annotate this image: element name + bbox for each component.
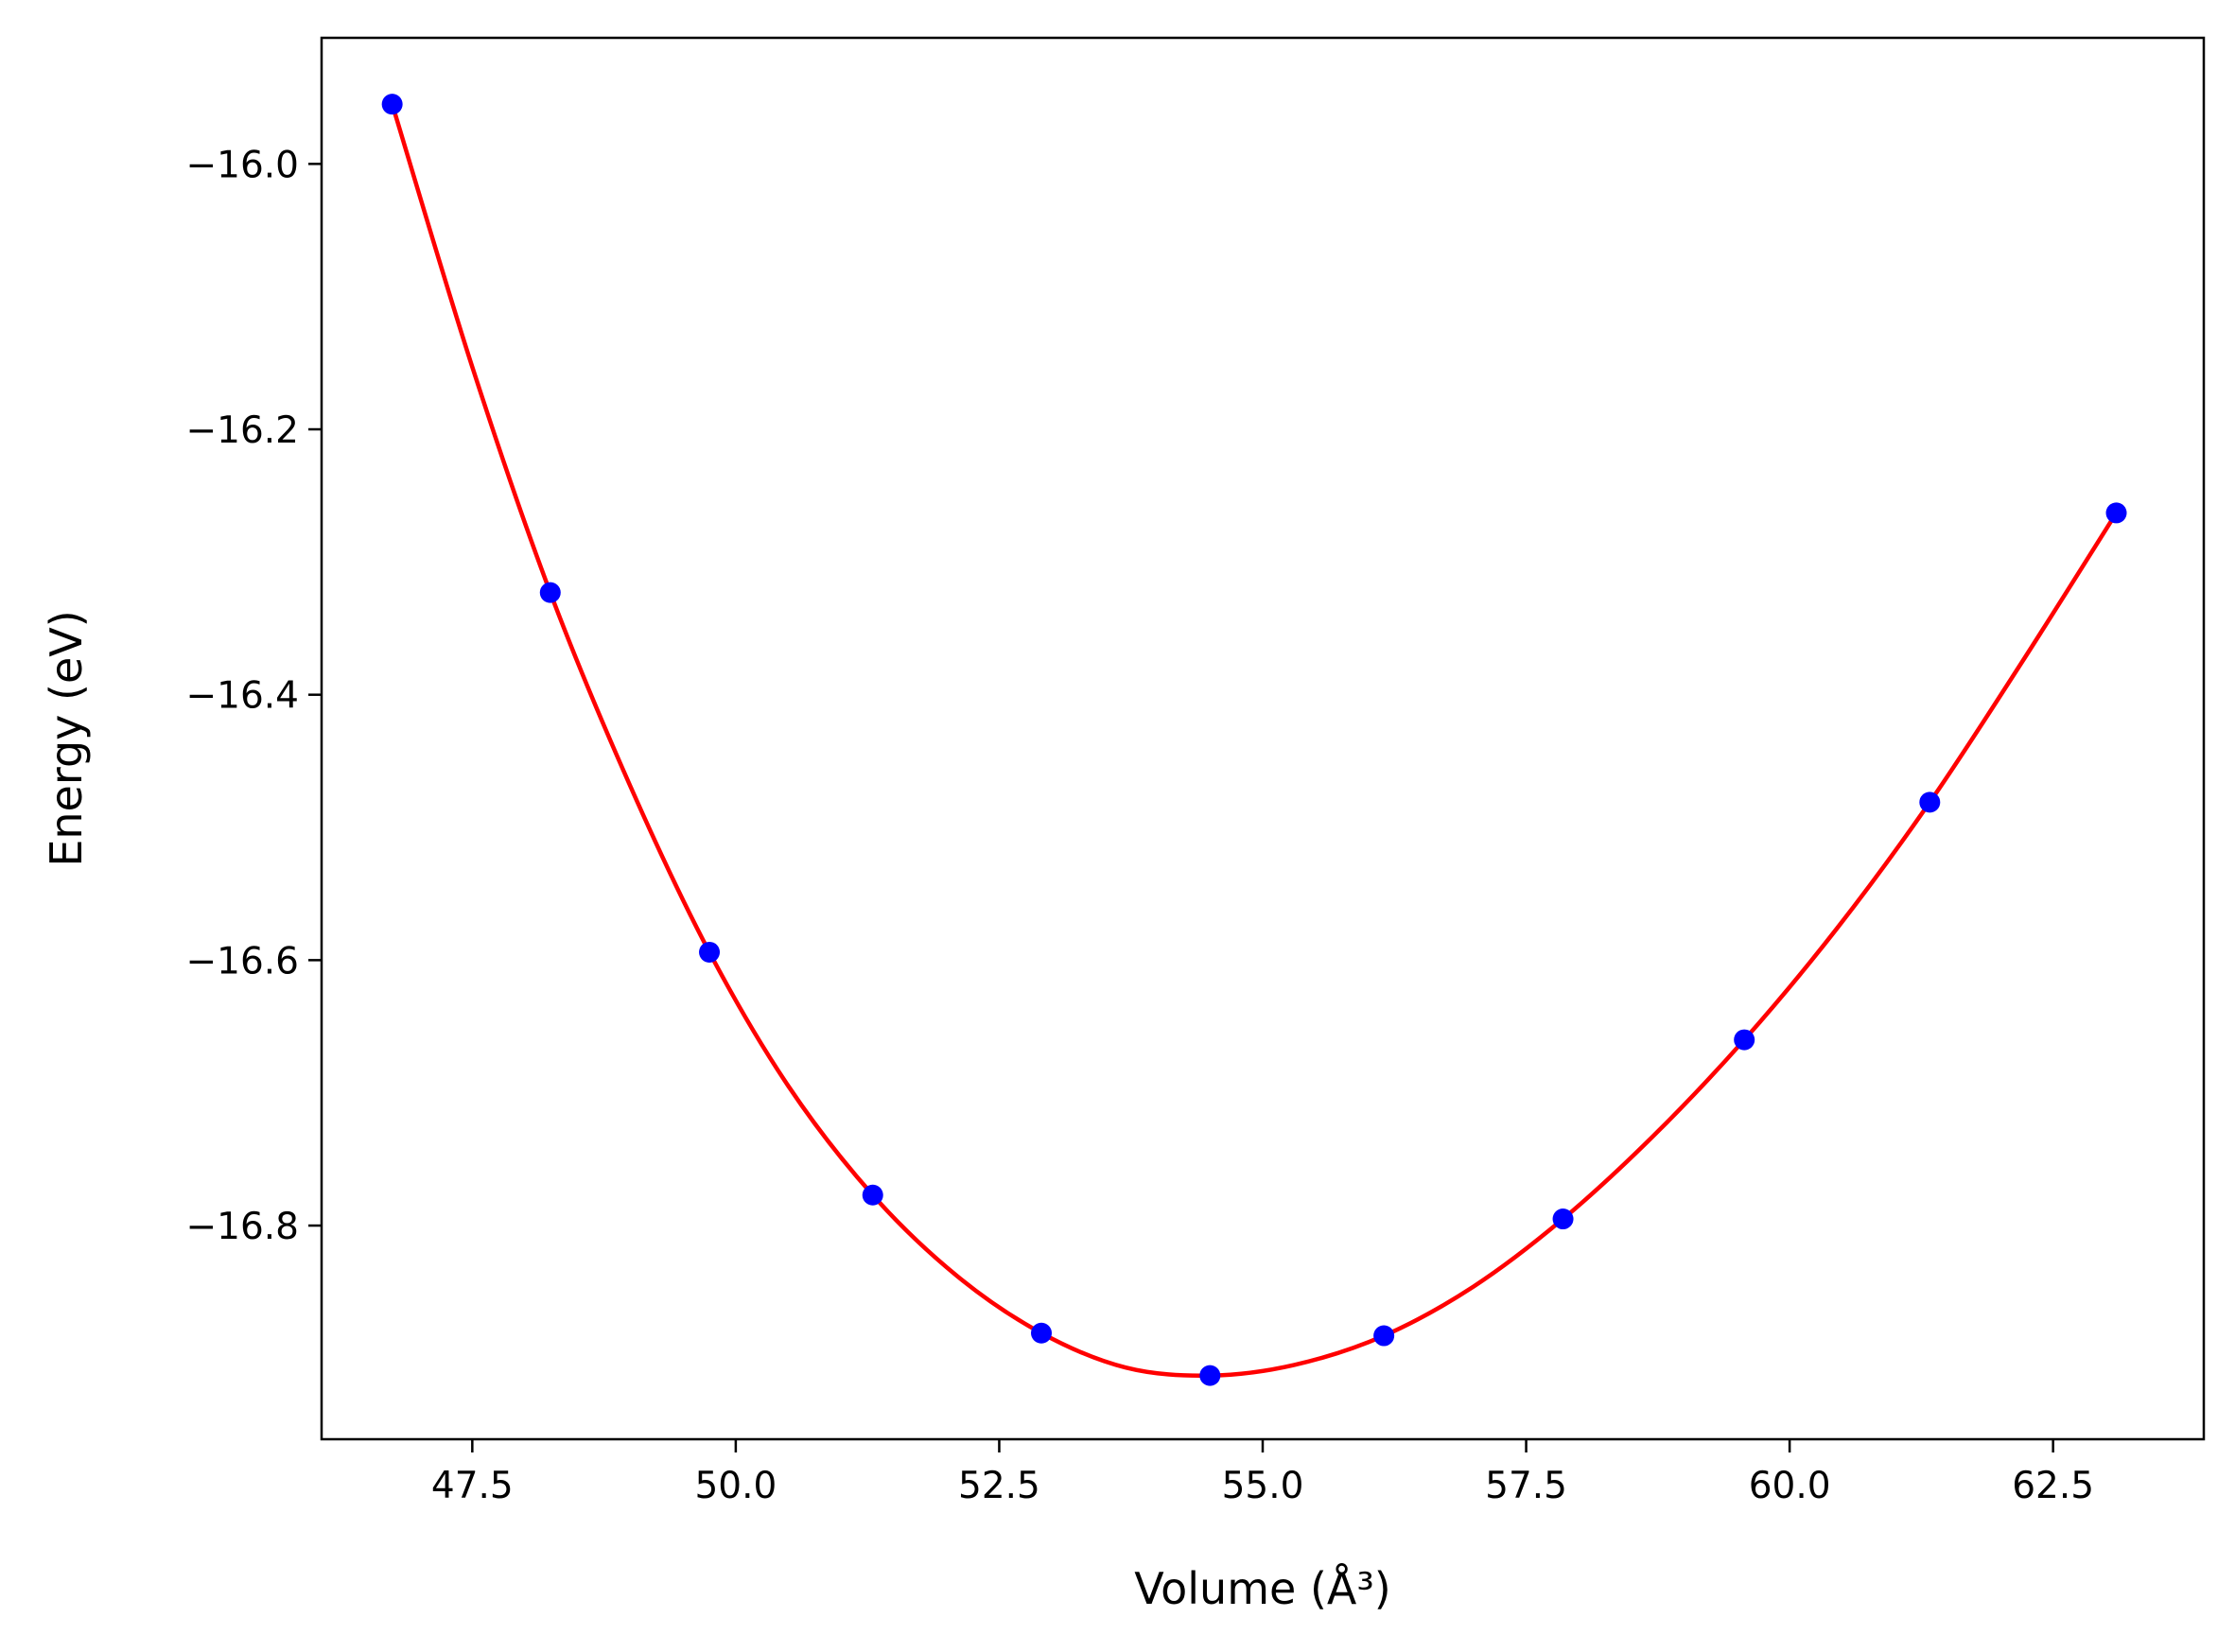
y-tick-label: −16.4 <box>185 675 299 718</box>
data-point <box>539 582 561 603</box>
data-points-layer <box>381 94 2127 1386</box>
data-point <box>1734 1029 1755 1051</box>
x-tick-label: 60.0 <box>1749 1465 1831 1507</box>
y-tick-label: −16.6 <box>185 940 299 983</box>
axis-ticks: 47.5 50.0 52.5 55.0 57.5 60.0 62.5 −16.0 −16.2 −1… <box>185 144 2094 1507</box>
data-point <box>1919 791 1941 813</box>
data-point <box>862 1184 883 1206</box>
x-tick-label: 50.0 <box>694 1465 777 1507</box>
data-point <box>2105 502 2127 524</box>
x-tick-label: 55.0 <box>1222 1465 1304 1507</box>
y-axis-label: Energy (eV) <box>41 610 92 866</box>
fit-curve-line <box>390 103 2119 1378</box>
data-point <box>1552 1209 1574 1230</box>
x-tick-label: 57.5 <box>1485 1465 1567 1507</box>
x-tick-label: 47.5 <box>431 1465 514 1507</box>
data-point <box>1199 1365 1221 1386</box>
data-point <box>381 94 403 115</box>
fit-curve-layer <box>390 103 2119 1378</box>
y-tick-label: −16.2 <box>185 409 299 452</box>
plot-frame <box>320 36 2206 1441</box>
y-tick-label: −16.8 <box>185 1206 299 1248</box>
data-point <box>1031 1322 1053 1344</box>
data-point <box>1373 1325 1395 1347</box>
x-tick-label: 62.5 <box>2012 1465 2094 1507</box>
y-tick-label: −16.0 <box>185 144 299 186</box>
data-point <box>699 941 721 963</box>
x-tick-label: 52.5 <box>958 1465 1040 1507</box>
x-axis-label: Volume (Å³) <box>1134 1563 1391 1614</box>
